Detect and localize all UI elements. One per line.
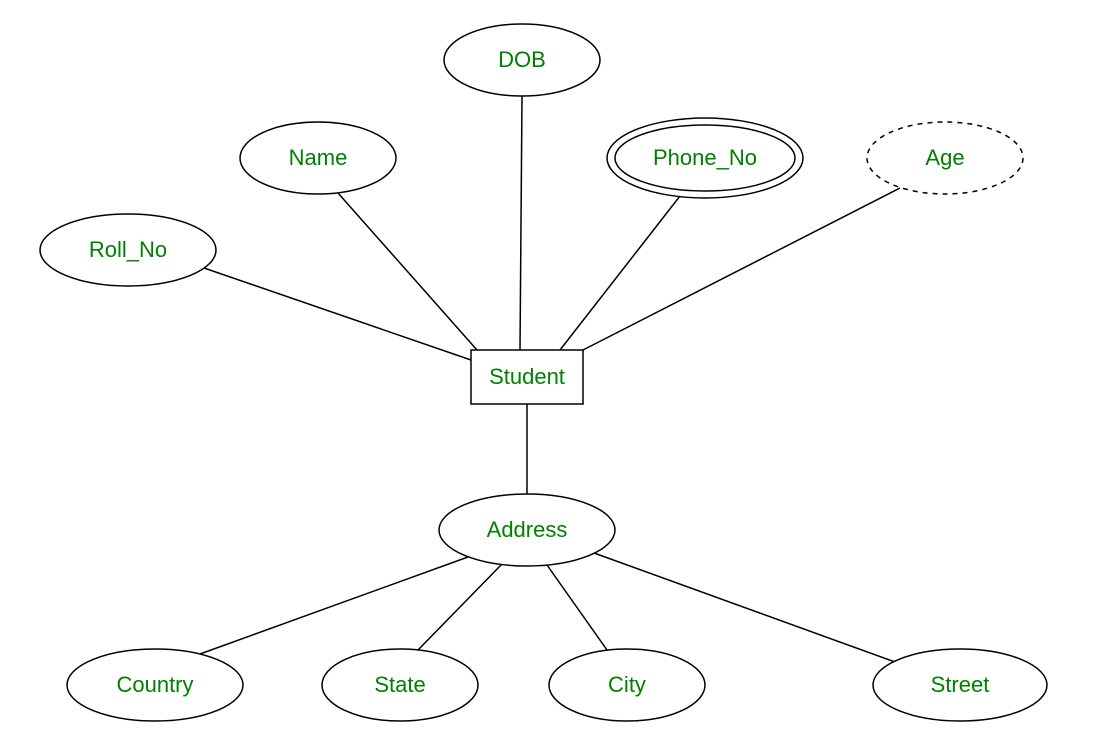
edge-student-phone bbox=[560, 196, 680, 350]
node-street: Street bbox=[873, 649, 1047, 721]
edge-student-dob bbox=[520, 96, 522, 350]
edge-student-name bbox=[338, 193, 477, 350]
node-label: Age bbox=[925, 145, 964, 170]
node-address: Address bbox=[439, 494, 615, 566]
node-phone: Phone_No bbox=[607, 118, 803, 198]
node-country: Country bbox=[67, 649, 243, 721]
edge-address-street bbox=[594, 553, 895, 662]
node-label: Country bbox=[116, 672, 193, 697]
node-name: Name bbox=[240, 122, 396, 194]
node-label: Phone_No bbox=[653, 145, 757, 170]
node-label: Name bbox=[289, 145, 348, 170]
entity-student: Student bbox=[471, 350, 583, 404]
node-label: Street bbox=[931, 672, 990, 697]
edge-student-age bbox=[583, 188, 900, 350]
node-label: State bbox=[374, 672, 425, 697]
er-diagram: Student DOB Name Phone_No Age Roll_No Address C… bbox=[0, 0, 1112, 753]
node-city: City bbox=[549, 649, 705, 721]
node-dob: DOB bbox=[444, 24, 600, 96]
edge-address-state bbox=[418, 564, 502, 650]
node-label: Address bbox=[487, 517, 568, 542]
node-label: DOB bbox=[498, 47, 546, 72]
node-age: Age bbox=[867, 122, 1023, 194]
node-label: Roll_No bbox=[89, 237, 167, 262]
node-label: City bbox=[608, 672, 646, 697]
edge-address-city bbox=[547, 565, 607, 650]
node-rollno: Roll_No bbox=[40, 214, 216, 286]
node-state: State bbox=[322, 649, 478, 721]
entity-label: Student bbox=[489, 364, 565, 389]
edge-student-rollno bbox=[204, 268, 471, 360]
